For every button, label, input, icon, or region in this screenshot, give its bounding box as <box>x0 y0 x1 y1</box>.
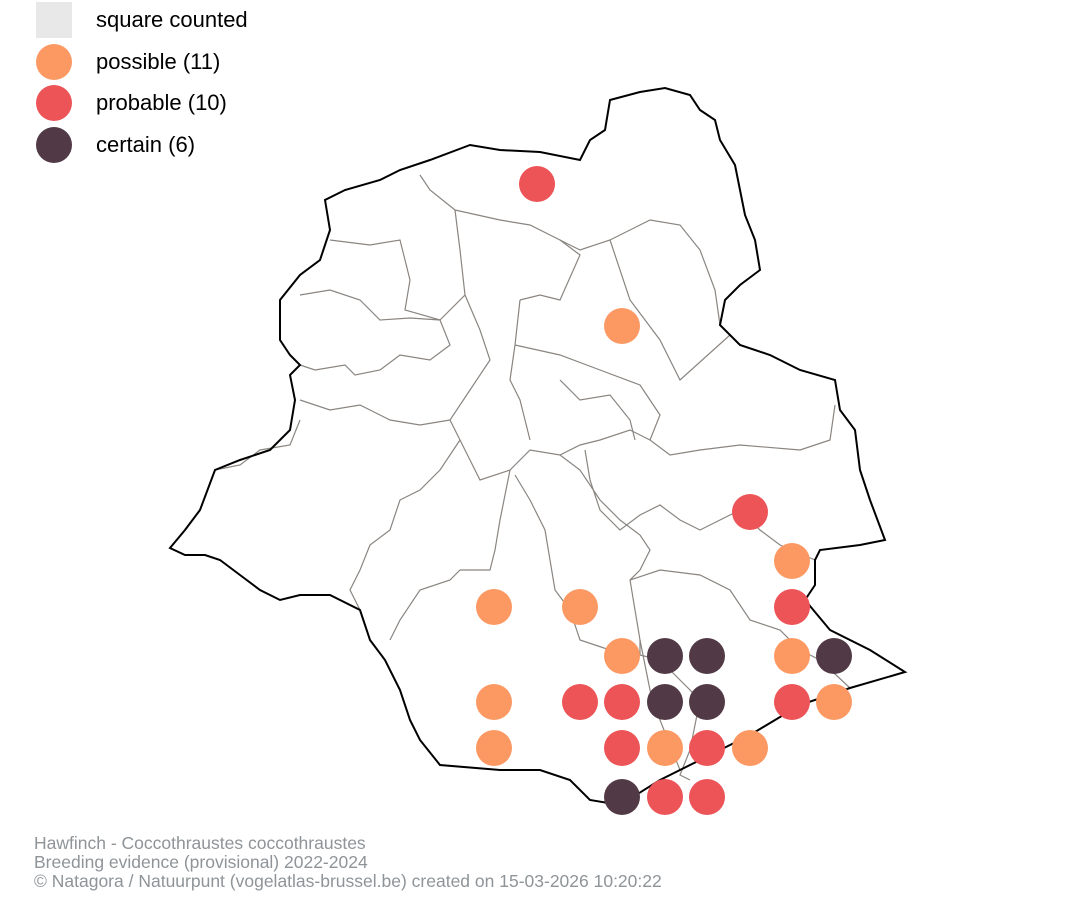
certain-dot <box>604 779 640 815</box>
municipality-boundary <box>214 419 301 471</box>
municipality-boundary <box>299 289 451 376</box>
municipality-boundary <box>389 469 511 641</box>
species-title: Hawfinch - Coccothraustes coccothraustes <box>34 833 366 853</box>
possible-dot <box>476 684 512 720</box>
municipality-boundary <box>584 449 816 561</box>
probable-dot <box>604 730 640 766</box>
possible-dot <box>562 589 598 625</box>
municipality-boundary <box>454 209 721 326</box>
subtitle: Breeding evidence (provisional) 2022-202… <box>34 852 368 872</box>
legend-label: square counted <box>96 7 248 32</box>
possible-swatch <box>36 44 72 80</box>
probable-swatch <box>36 85 72 121</box>
possible-dot <box>816 684 852 720</box>
municipality-boundary <box>559 454 651 655</box>
legend-label: probable (10) <box>96 90 227 115</box>
possible-dot <box>732 730 768 766</box>
municipality-boundary <box>559 379 636 441</box>
possible-dot <box>647 730 683 766</box>
probable-dot <box>647 779 683 815</box>
certain-swatch <box>36 127 72 163</box>
possible-dot <box>604 638 640 674</box>
credits: © Natagora / Natuurpunt (vogelatlas-brus… <box>34 871 662 891</box>
probable-dot <box>689 730 725 766</box>
legend-item-certain: certain (6) <box>36 125 195 165</box>
legend-item-probable: probable (10) <box>36 83 227 123</box>
municipality-boundary <box>329 174 466 321</box>
municipality-boundary <box>299 399 451 426</box>
legend-label: possible (11) <box>96 49 221 74</box>
municipality-boundary <box>514 344 661 441</box>
certain-dot <box>689 684 725 720</box>
probable-dot <box>774 684 810 720</box>
certain-dot <box>689 638 725 674</box>
evidence-dots <box>476 166 852 815</box>
certain-dot <box>647 638 683 674</box>
probable-dot <box>519 166 555 202</box>
probable-dot <box>774 589 810 625</box>
probable-dot <box>732 494 768 530</box>
legend-item-possible: possible (11) <box>36 42 220 82</box>
legend-label: certain (6) <box>96 132 196 157</box>
square-counted-swatch <box>36 2 72 38</box>
certain-dot <box>647 684 683 720</box>
probable-dot <box>604 684 640 720</box>
possible-dot <box>774 543 810 579</box>
possible-dot <box>774 638 810 674</box>
possible-dot <box>476 589 512 625</box>
region-boundary <box>168 86 908 807</box>
footer: Hawfinch - Coccothraustes coccothraustes… <box>34 834 662 891</box>
possible-dot <box>476 730 512 766</box>
probable-dot <box>689 779 725 815</box>
certain-dot <box>816 638 852 674</box>
municipality-boundary <box>629 569 851 689</box>
municipality-boundary <box>349 439 461 611</box>
municipality-boundary <box>509 299 531 441</box>
municipality-boundary <box>519 239 581 301</box>
legend-item-square-counted: square counted <box>36 0 248 40</box>
probable-dot <box>562 684 598 720</box>
municipality-boundaries <box>214 174 851 781</box>
possible-dot <box>604 308 640 344</box>
municipality-boundary <box>449 294 836 481</box>
